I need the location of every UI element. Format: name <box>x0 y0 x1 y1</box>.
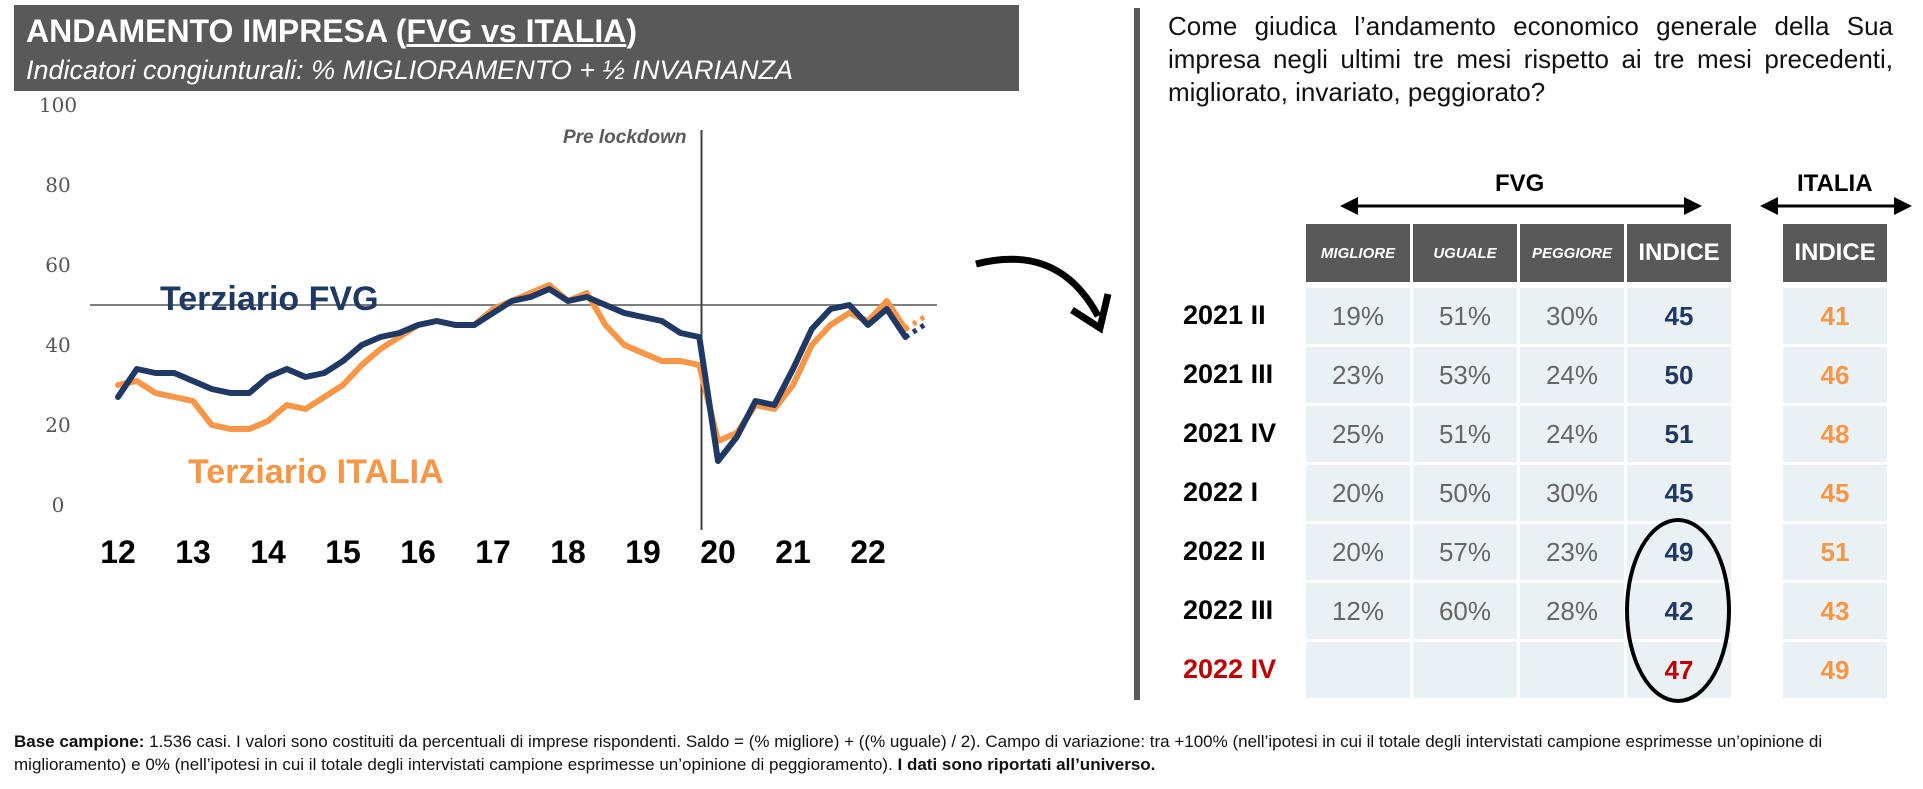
x-tick-label: 20 <box>700 534 736 570</box>
x-tick-label: 12 <box>100 534 136 570</box>
cell-indice-italia: 51 <box>1783 524 1887 580</box>
series-label-fvg: Terziario FVG <box>160 280 379 318</box>
cell-uguale <box>1413 642 1517 698</box>
group-label-italia: ITALIA <box>1797 170 1873 197</box>
row-label: 2022 IV <box>1183 654 1277 684</box>
page-subtitle: Indicatori congiunturali: % MIGLIORAMENT… <box>26 55 794 85</box>
col-header-migliore: MIGLIORE <box>1306 224 1410 282</box>
page-title: ANDAMENTO IMPRESA (FVG vs ITALIA) <box>26 13 637 50</box>
col-header-italia-indice: INDICE <box>1783 224 1887 282</box>
col-header-uguale: UGUALE <box>1413 224 1517 282</box>
row-label: 2022 III <box>1183 595 1274 625</box>
cell-migliore: 20% <box>1306 465 1410 521</box>
x-tick-label: 14 <box>250 534 286 570</box>
title-underlined: FVG vs ITALIA <box>406 13 627 49</box>
cell-uguale: 60% <box>1413 583 1517 639</box>
title-suffix: ) <box>626 13 637 49</box>
x-tick-label: 21 <box>775 534 811 570</box>
cell-peggiore: 24% <box>1520 406 1624 462</box>
pre-lockdown-annotation: Pre lockdown <box>563 127 687 148</box>
cell-indice-italia: 48 <box>1783 406 1887 462</box>
row-label: 2021 IV <box>1183 418 1277 448</box>
cell-indice-fvg: 45 <box>1627 288 1731 344</box>
cell-indice-italia: 49 <box>1783 642 1887 698</box>
cell-indice-italia: 41 <box>1783 288 1887 344</box>
cell-uguale: 50% <box>1413 465 1517 521</box>
cell-indice-italia: 46 <box>1783 347 1887 403</box>
cell-peggiore: 24% <box>1520 347 1624 403</box>
col-header-indice: INDICE <box>1627 224 1731 282</box>
cell-peggiore: 28% <box>1520 583 1624 639</box>
y-tick-label: 40 <box>45 333 70 357</box>
cell-indice-fvg: 45 <box>1627 465 1731 521</box>
y-tick-label: 100 <box>39 95 77 117</box>
x-tick-label: 13 <box>175 534 211 570</box>
fvg-span-arrow-icon <box>1340 197 1702 215</box>
x-tick-label: 19 <box>625 534 661 570</box>
footnote-emphasis: I dati sono riportati all’universo. <box>897 755 1156 774</box>
cell-peggiore: 23% <box>1520 524 1624 580</box>
title-box: ANDAMENTO IMPRESA (FVG vs ITALIA) Indica… <box>14 5 1019 91</box>
cell-migliore: 23% <box>1306 347 1410 403</box>
cell-migliore: 25% <box>1306 406 1410 462</box>
cell-uguale: 51% <box>1413 288 1517 344</box>
cell-peggiore: 30% <box>1520 465 1624 521</box>
footnote: Base campione: 1.536 casi. I valori sono… <box>14 730 1914 776</box>
vertical-separator <box>1134 8 1140 700</box>
cell-migliore: 19% <box>1306 288 1410 344</box>
y-tick-label: 0 <box>52 493 65 517</box>
cell-migliore <box>1306 642 1410 698</box>
x-tick-label: 15 <box>325 534 361 570</box>
title-prefix: ANDAMENTO IMPRESA ( <box>26 13 407 49</box>
highlight-ellipse <box>1625 518 1731 703</box>
cell-indice-italia: 43 <box>1783 583 1887 639</box>
cell-peggiore: 30% <box>1520 288 1624 344</box>
x-tick-label: 17 <box>475 534 511 570</box>
y-tick-label: 60 <box>45 253 70 277</box>
y-tick-label: 80 <box>45 173 70 197</box>
row-label: 2022 I <box>1183 477 1259 507</box>
cell-migliore: 20% <box>1306 524 1410 580</box>
series-extension <box>904 314 926 332</box>
italia-span-arrow-icon <box>1760 197 1912 215</box>
cell-uguale: 51% <box>1413 406 1517 462</box>
footnote-text: 1.536 casi. I valori sono costituiti da … <box>14 732 1823 774</box>
survey-question: Come giudica l’andamento economico gener… <box>1168 11 1893 107</box>
x-tick-label: 16 <box>400 534 436 570</box>
series-line-fvg <box>115 286 909 464</box>
row-label: 2021 III <box>1183 359 1274 389</box>
cell-peggiore <box>1520 642 1624 698</box>
group-label-fvg: FVG <box>1495 170 1545 197</box>
series-label-italia: Terziario ITALIA <box>188 453 444 491</box>
y-tick-label: 20 <box>45 413 70 437</box>
cell-indice-fvg: 50 <box>1627 347 1731 403</box>
cell-uguale: 53% <box>1413 347 1517 403</box>
row-label: 2022 II <box>1183 536 1266 566</box>
row-label: 2021 II <box>1183 300 1266 330</box>
line-chart: 0 20 40 60 80 100 12 13 14 15 16 17 18 19 20 21 22 Pre lo… <box>39 95 937 570</box>
cell-indice-fvg: 51 <box>1627 406 1731 462</box>
series-extension <box>904 322 926 340</box>
footnote-label: Base campione: <box>14 732 145 751</box>
curved-arrow-icon <box>975 255 1112 334</box>
x-tick-label: 18 <box>550 534 586 570</box>
cell-migliore: 12% <box>1306 583 1410 639</box>
cell-indice-italia: 45 <box>1783 465 1887 521</box>
cell-uguale: 57% <box>1413 524 1517 580</box>
x-tick-label: 22 <box>850 534 886 570</box>
col-header-peggiore: PEGGIORE <box>1520 224 1624 282</box>
